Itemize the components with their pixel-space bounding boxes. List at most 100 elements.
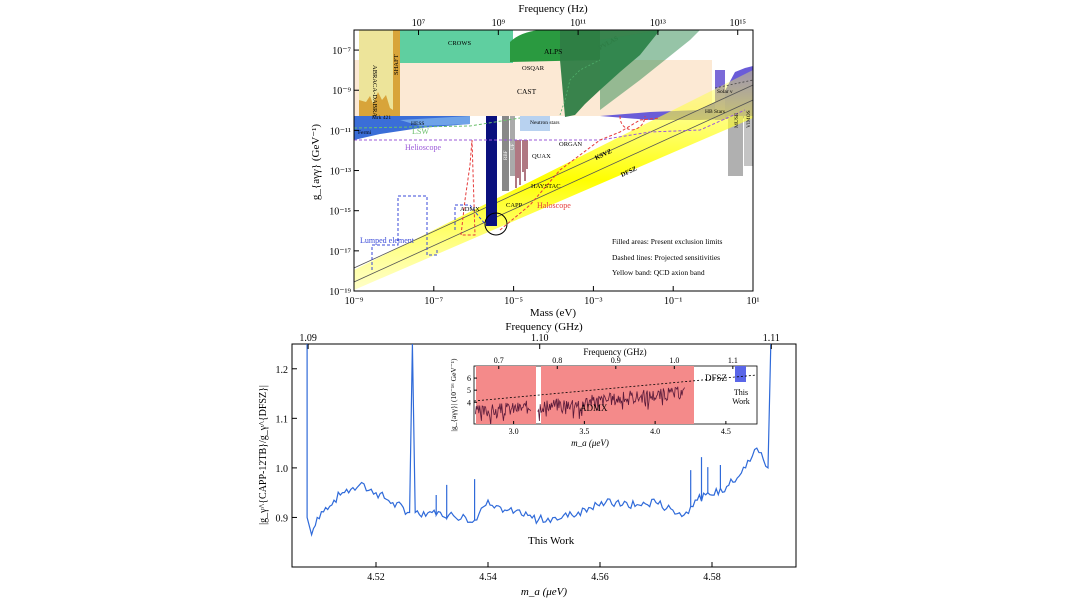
bottom-xtick-label: 4.56 <box>591 572 609 583</box>
bottom-freq-tick-label: 1.10 <box>531 333 549 344</box>
inset-xtick-label: 4.0 <box>650 427 660 436</box>
inset-label-dfsz: DFSZ <box>705 373 727 383</box>
label-solar-nu: Solar ν <box>717 89 733 95</box>
inset-admx-region-1 <box>476 366 536 424</box>
region-shaft <box>393 30 400 116</box>
inset-label-admx: ADMX <box>580 403 608 413</box>
label-shaft: SHAFT <box>393 54 400 75</box>
top-freq-tick-label: 10⁷ <box>412 18 426 29</box>
top-xlabel: Mass (eV) <box>530 307 576 319</box>
inset-ylabel: |g_{aγγ}| (10⁻¹⁶ GeV⁻¹) <box>449 358 458 432</box>
label-haloscope: Haloscope <box>537 201 571 210</box>
inset-ytick-label: 5 <box>467 386 471 395</box>
bottom-freq-tick-label: 1.09 <box>299 333 317 344</box>
label-organ: ORGAN <box>559 141 582 148</box>
top-xtick-label: 10⁻⁹ <box>345 296 364 307</box>
top-xtick-label: 10¹ <box>747 296 760 307</box>
bottom-xtick-label: 4.58 <box>703 572 721 583</box>
inset-admx-line <box>475 386 685 424</box>
inset-top-label: Frequency (GHz) <box>583 347 646 357</box>
legend-yellow: Yellow band: QCD axion band <box>612 268 705 277</box>
this-work-annotation: This Work <box>528 535 575 547</box>
label-crows: CROWS <box>448 40 472 47</box>
inset-ytick-label: 6 <box>467 374 471 383</box>
bottom-xtick-label: 4.54 <box>479 572 497 583</box>
label-mrk421: Mrk 421 <box>372 115 391 121</box>
region-vimos <box>744 116 753 166</box>
region-admx <box>486 116 497 226</box>
label-osqar: OSQAR <box>522 65 545 72</box>
top-ytick-label: 10⁻⁷ <box>332 46 351 57</box>
inset-this-work <box>735 366 746 382</box>
region-crows <box>398 30 513 63</box>
top-ytick-label: 10⁻¹¹ <box>330 126 351 137</box>
inset-plot: 3.0 3.5 4.0 4.5 4 5 6 0.7 0.8 0.9 1.0 1.1 ADMX DFSZ… <box>449 347 758 448</box>
bottom-ytick-label: 1.0 <box>276 464 289 475</box>
inset-freq-tick-label: 0.8 <box>552 356 562 365</box>
top-top-axis-label: Frequency (Hz) <box>518 3 588 15</box>
top-xtick-label: 10⁻³ <box>584 296 602 307</box>
sensitivity-plot: 4.52 4.54 4.56 4.580.91.01.11.21.09 1.10 1.11… <box>258 321 797 598</box>
top-ytick-label: 10⁻¹³ <box>330 167 351 178</box>
bottom-top-axis-label: Frequency (GHz) <box>505 321 583 333</box>
legend: Filled areas: Present exclusion limits D… <box>612 237 722 277</box>
inset-xtick-label: 4.5 <box>721 427 731 436</box>
label-hb-stars: HB Stars <box>705 109 725 115</box>
inset-freq-tick-label: 0.7 <box>494 356 504 365</box>
inset-dfsz-line <box>474 374 757 402</box>
label-neutron-stars: Neutron stars <box>530 120 559 126</box>
region-muse <box>728 116 743 176</box>
label-helioscope: Helioscope <box>405 143 441 152</box>
top-freq-tick-label: 10¹¹ <box>570 18 586 29</box>
top-ylabel: g_{aγγ} (GeV⁻¹) <box>310 124 322 200</box>
top-ytick-label: 10⁻¹⁹ <box>329 287 351 298</box>
top-freq-tick-label: 10⁹ <box>492 18 506 29</box>
bottom-ytick-label: 1.1 <box>276 414 289 425</box>
region-neutron-stars <box>520 116 550 131</box>
bottom-ytick-label: 1.2 <box>276 365 289 376</box>
inset-freq-tick-label: 0.9 <box>611 356 621 365</box>
top-freq-tick-label: 10¹³ <box>650 18 666 29</box>
top-ytick-label: 10⁻¹⁵ <box>329 207 351 218</box>
qcd-band <box>354 70 753 290</box>
label-quax: QUAX <box>532 153 551 160</box>
label-fermi: Fermi <box>358 130 372 136</box>
inset-admx-region-2 <box>541 366 694 424</box>
label-capp: CAPP <box>506 202 523 209</box>
top-ytick-label: 10⁻¹⁷ <box>329 247 351 258</box>
top-xtick-label: 10⁻⁷ <box>424 296 443 307</box>
label-muse: MUSE <box>734 112 740 128</box>
label-abracadabra: ABRACA-DABRA <box>371 65 378 117</box>
label-uf: UF <box>511 143 516 150</box>
bottom-ylabel: |g_γ^{CAPP-12TB}/g_γ^{DFSZ}| <box>258 385 269 525</box>
label-rbf: RBF <box>504 150 509 160</box>
label-lsw: LSW <box>412 127 429 136</box>
inset-label-this-work: This Work <box>732 388 750 406</box>
exclusion-plot: CROWS ALPS OSQAR CAST ABRACA-DABRA SHAFT… <box>310 3 760 319</box>
label-admx: ADMX <box>460 206 480 213</box>
label-haystac: HAYSTAC <box>531 183 561 190</box>
top-freq-tick-label: 10¹⁵ <box>729 18 745 29</box>
legend-filled: Filled areas: Present exclusion limits <box>612 237 722 246</box>
bottom-xtick-label: 4.52 <box>367 572 385 583</box>
inset-xlabel: m_a (μeV) <box>571 438 609 448</box>
inset-ytick-label: 4 <box>467 398 471 407</box>
label-cast: CAST <box>517 87 537 96</box>
label-alps: ALPS <box>544 47 562 56</box>
inset-freq-tick-label: 1.1 <box>728 356 738 365</box>
top-ytick-label: 10⁻⁹ <box>332 86 351 97</box>
label-lumped-element: Lumped element <box>360 236 415 245</box>
region-haystac <box>515 140 528 188</box>
bottom-xlabel: m_a (μeV) <box>521 586 567 598</box>
label-vimos: VIMOS <box>746 110 752 128</box>
inset-xtick-label: 3.0 <box>509 427 519 436</box>
bottom-ytick-label: 0.9 <box>276 513 289 524</box>
label-hess: HESS <box>411 121 424 127</box>
inset-xtick-label: 3.5 <box>579 427 589 436</box>
top-xtick-label: 10⁻¹ <box>664 296 682 307</box>
top-xtick-label: 10⁻⁵ <box>504 296 523 307</box>
bottom-freq-tick-label: 1.11 <box>763 333 780 344</box>
series-line <box>306 344 772 538</box>
inset-freq-tick-label: 1.0 <box>669 356 679 365</box>
